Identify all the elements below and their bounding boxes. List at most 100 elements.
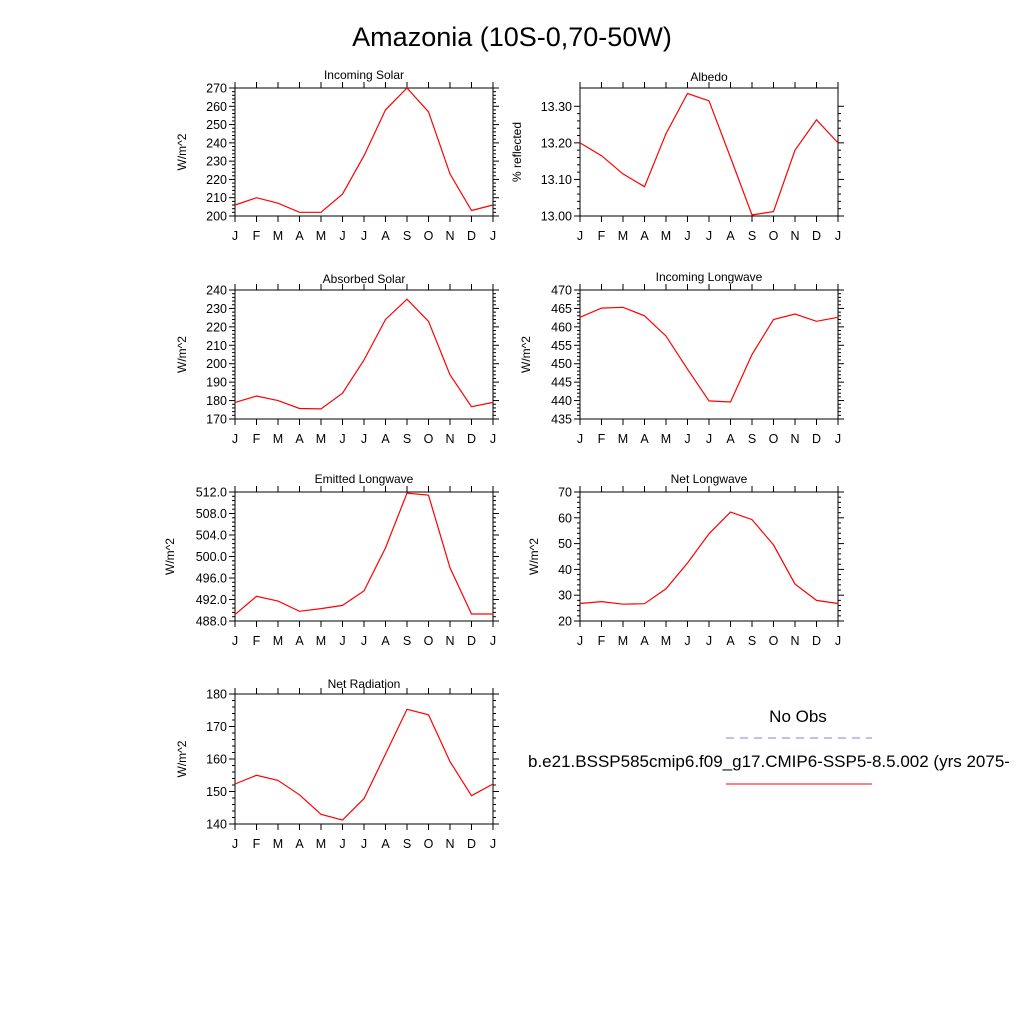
x-tick-label: D — [812, 229, 821, 243]
y-tick-label: 170 — [206, 413, 227, 427]
x-tick-label: D — [812, 634, 821, 648]
x-tick-label: S — [748, 634, 756, 648]
y-tick-label: 50 — [558, 537, 572, 551]
y-tick-label: 200 — [206, 210, 227, 224]
y-tick-label: 230 — [206, 155, 227, 169]
plot-frame — [234, 87, 494, 217]
x-tick-label: J — [684, 229, 690, 243]
x-tick-label: J — [490, 432, 496, 446]
x-tick-label: M — [618, 432, 628, 446]
x-tick-label: D — [467, 634, 476, 648]
y-tick-label: 460 — [551, 320, 572, 334]
x-tick-label: S — [748, 229, 756, 243]
x-tick-label: J — [835, 229, 841, 243]
y-tick-label: 190 — [206, 376, 227, 390]
y-tick-label: 455 — [551, 339, 572, 353]
plot-frame — [234, 693, 494, 825]
panel-title: Incoming Solar — [324, 68, 404, 82]
y-tick-label: 500.0 — [196, 550, 227, 564]
x-tick-label: A — [381, 432, 390, 446]
y-tick-label: 470 — [551, 284, 572, 298]
x-tick-label: D — [467, 229, 476, 243]
x-tick-label: O — [424, 432, 434, 446]
x-tick-label: M — [661, 432, 671, 446]
x-tick-label: J — [361, 837, 367, 851]
x-tick-label: S — [403, 837, 411, 851]
x-tick-label: D — [812, 432, 821, 446]
x-tick-label: J — [361, 432, 367, 446]
x-tick-label: A — [640, 432, 649, 446]
y-tick-label: 240 — [206, 136, 227, 150]
y-tick-label: 450 — [551, 357, 572, 371]
x-tick-label: F — [253, 837, 261, 851]
x-tick-label: O — [769, 229, 779, 243]
y-tick-label: 210 — [206, 191, 227, 205]
y-tick-label: 496.0 — [196, 572, 227, 586]
x-tick-label: M — [661, 229, 671, 243]
x-tick-label: M — [273, 634, 283, 648]
y-tick-label: 435 — [551, 413, 572, 427]
y-axis-label: W/m^2 — [175, 336, 189, 373]
panel-emitted-longwave: Emitted Longwave W/m^2 488.0 492.0 496.0 500.… — [163, 472, 499, 648]
y-tick-label: 13.20 — [541, 136, 572, 150]
x-tick-label: A — [381, 837, 390, 851]
x-tick-label: A — [640, 229, 649, 243]
legend-obs-label: No Obs — [769, 707, 827, 726]
y-tick-label: 250 — [206, 118, 227, 132]
x-tick-label: D — [467, 432, 476, 446]
series-line — [579, 306, 839, 403]
y-tick-label: 180 — [206, 688, 227, 702]
y-tick-label: 260 — [206, 100, 227, 114]
x-tick-label: S — [403, 229, 411, 243]
y-tick-label: 512.0 — [196, 486, 227, 500]
x-tick-label: A — [381, 229, 390, 243]
x-tick-label: J — [232, 634, 238, 648]
panel-title: Absorbed Solar — [323, 272, 406, 286]
y-tick-label: 504.0 — [196, 529, 227, 543]
y-tick-label: 220 — [206, 173, 227, 187]
x-tick-label: M — [618, 634, 628, 648]
x-tick-label: N — [445, 229, 454, 243]
x-tick-label: J — [684, 432, 690, 446]
x-tick-label: F — [253, 229, 261, 243]
x-tick-label: J — [706, 634, 712, 648]
x-tick-label: O — [424, 837, 434, 851]
x-tick-label: F — [598, 634, 606, 648]
y-tick-label: 508.0 — [196, 507, 227, 521]
x-tick-label: M — [316, 432, 326, 446]
x-tick-label: M — [273, 432, 283, 446]
x-tick-label: J — [490, 837, 496, 851]
x-tick-label: N — [445, 432, 454, 446]
plot-frame — [579, 491, 839, 622]
panel-title: Emitted Longwave — [315, 472, 414, 486]
x-tick-label: M — [316, 837, 326, 851]
y-tick-label: 492.0 — [196, 593, 227, 607]
x-tick-label: M — [661, 634, 671, 648]
x-tick-label: M — [316, 634, 326, 648]
panel-title: Net Longwave — [671, 472, 748, 486]
x-tick-label: N — [445, 837, 454, 851]
y-axis-label: W/m^2 — [527, 538, 541, 575]
x-tick-label: J — [232, 432, 238, 446]
x-tick-label: S — [748, 432, 756, 446]
series-line — [579, 511, 839, 605]
x-tick-label: J — [577, 432, 583, 446]
y-tick-label: 230 — [206, 302, 227, 316]
x-tick-label: N — [790, 634, 799, 648]
x-tick-label: O — [424, 634, 434, 648]
x-tick-label: S — [403, 432, 411, 446]
x-tick-label: J — [232, 837, 238, 851]
y-tick-label: 170 — [206, 720, 227, 734]
x-tick-label: A — [640, 634, 649, 648]
y-tick-label: 13.30 — [541, 100, 572, 114]
y-tick-label: 445 — [551, 376, 572, 390]
x-tick-label: A — [295, 837, 304, 851]
x-tick-label: F — [253, 634, 261, 648]
x-tick-label: A — [726, 432, 735, 446]
x-tick-label: A — [726, 229, 735, 243]
y-tick-label: 488.0 — [196, 615, 227, 629]
x-tick-label: N — [445, 634, 454, 648]
y-tick-label: 13.00 — [541, 210, 572, 224]
